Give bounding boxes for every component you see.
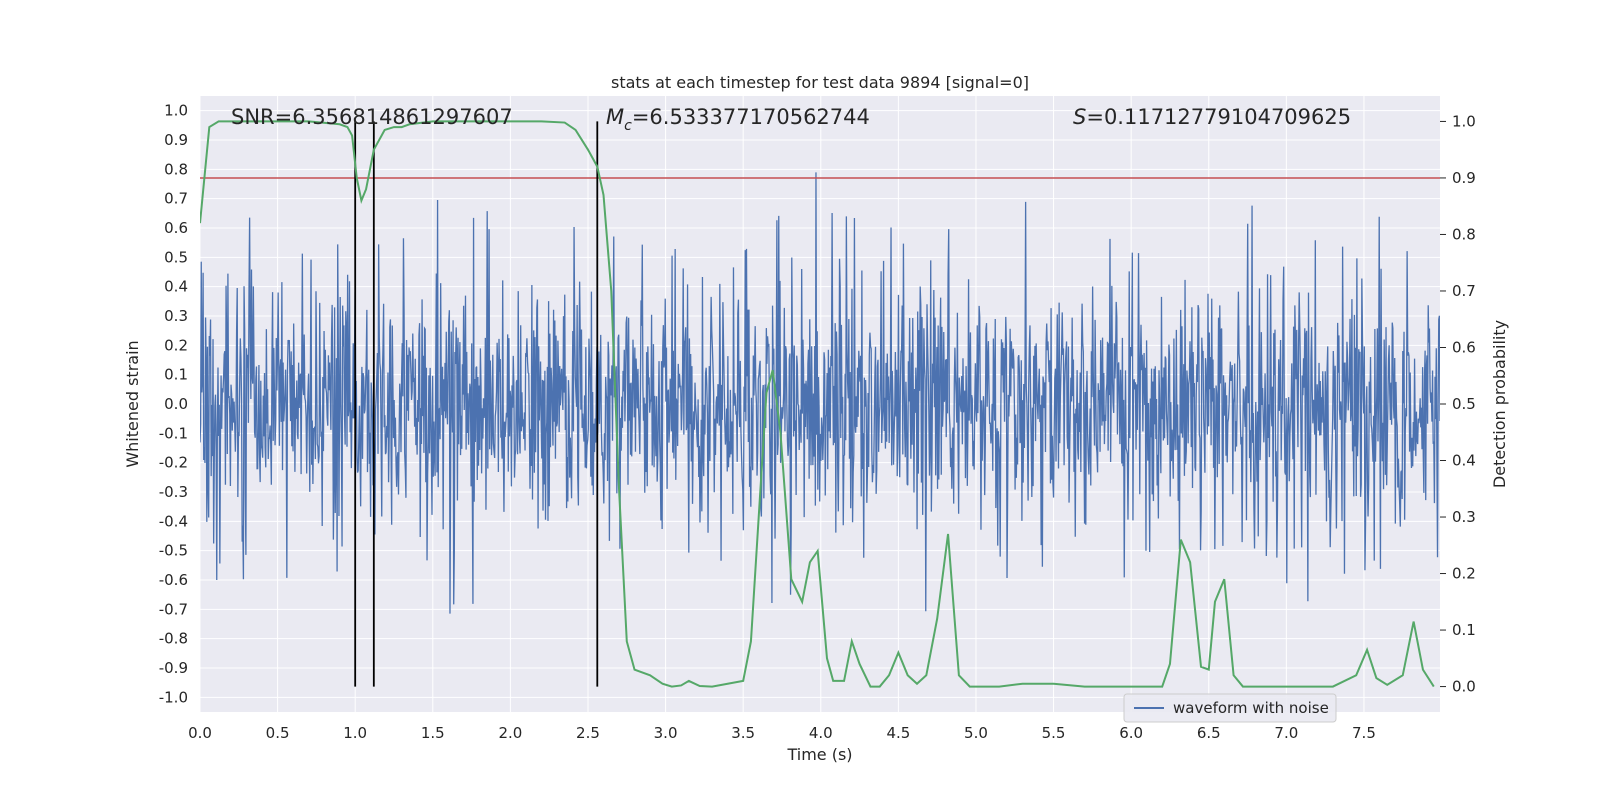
y-left-tick-label: -0.3 [159, 483, 188, 501]
waveform-line [200, 172, 1440, 614]
s-annotation: S=0.11712779104709625 [1073, 105, 1351, 129]
y-right-tick-label: 0.6 [1452, 338, 1476, 356]
vertical-markers [354, 121, 599, 687]
y-left-tick-label: -0.8 [159, 630, 188, 648]
waveform-series [200, 172, 1440, 614]
x-tick-label: 7.5 [1352, 724, 1376, 742]
x-tick-label: 4.0 [809, 724, 833, 742]
y-left-tick-label: 0.8 [164, 160, 188, 178]
y-left-tick-label: 0.4 [164, 278, 188, 296]
x-tick-label: 6.0 [1119, 724, 1143, 742]
chirp-mass-annotation: Mc=6.533377170562744 [606, 105, 870, 134]
y-left-tick-label: 0.1 [164, 366, 188, 384]
y-right-tick-label: 0.3 [1452, 508, 1476, 526]
y-left-tick-label: -1.0 [159, 688, 188, 706]
y-right-tick-label: 0.1 [1452, 621, 1476, 639]
y-right-tick-label: 0.9 [1452, 169, 1476, 187]
x-tick-label: 5.0 [964, 724, 988, 742]
y-left-tick-label: -0.7 [159, 600, 188, 618]
y-right-tick-label: 1.0 [1452, 112, 1476, 130]
y-right-tick-label: 0.5 [1452, 395, 1476, 413]
x-tick-label: 2.5 [576, 724, 600, 742]
y-left-axis-label: Whitened strain [123, 340, 142, 467]
x-tick-label: 2.0 [498, 724, 522, 742]
x-tick-label: 0.5 [266, 724, 290, 742]
detection-probability-line [200, 120, 1435, 688]
x-ticks: 0.0 0.5 1.0 1.5 2.0 2.5 3.0 3.5 4.0 4.5 5.0 5.5 6.0 6… [188, 724, 1376, 742]
y-right-axis-label: Detection probability [1490, 320, 1509, 488]
x-tick-label: 6.5 [1197, 724, 1221, 742]
x-tick-label: 3.0 [654, 724, 678, 742]
x-tick-label: 5.5 [1042, 724, 1066, 742]
y-left-tick-label: 0.2 [164, 336, 188, 354]
chart-title: stats at each timestep for test data 989… [611, 73, 1029, 92]
s-symbol: S [1073, 105, 1086, 129]
x-tick-label: 1.5 [421, 724, 445, 742]
y-left-tick-label: 0.3 [164, 307, 188, 325]
y-left-tick-label: -0.1 [159, 424, 188, 442]
legend-box [1123, 693, 1337, 723]
chirp-mass-subscript: c [624, 118, 632, 134]
x-tick-label: 3.5 [731, 724, 755, 742]
y-left-tick-label: 0.9 [164, 131, 188, 149]
x-tick-label: 1.0 [343, 724, 367, 742]
y-right-tick-label: 0.8 [1452, 225, 1476, 243]
s-value: =0.11712779104709625 [1086, 105, 1351, 129]
y-left-tick-label: 0.6 [164, 219, 188, 237]
legend-label: waveform with noise [1173, 699, 1329, 717]
y-right-ticks: 1.0 0.9 0.8 0.7 0.6 0.5 0.4 0.3 0.2 0.1 0.0 [1440, 112, 1476, 696]
snr-annotation: SNR=6.356814861297607 [231, 105, 513, 129]
y-left-tick-label: 0.0 [164, 395, 188, 413]
y-right-tick-label: 0.7 [1452, 282, 1476, 300]
y-right-tick-label: 0.4 [1452, 452, 1476, 470]
y-left-tick-label: -0.5 [159, 542, 188, 560]
y-right-tick-label: 0.2 [1452, 565, 1476, 583]
y-left-tick-label: -0.6 [159, 571, 188, 589]
chirp-mass-value: =6.533377170562744 [632, 105, 870, 129]
x-tick-label: 0.0 [188, 724, 212, 742]
y-right-tick-label: 0.0 [1452, 678, 1476, 696]
y-left-tick-label: 1.0 [164, 102, 188, 120]
y-left-tick-label: -0.4 [159, 512, 188, 530]
y-left-tick-label: 0.5 [164, 248, 188, 266]
x-tick-label: 4.5 [886, 724, 910, 742]
overlay [200, 120, 1440, 688]
legend: waveform with noise [1123, 693, 1337, 723]
x-axis-label: Time (s) [786, 745, 852, 764]
y-left-ticks: 1.0 0.9 0.8 0.7 0.6 0.5 0.4 0.3 0.2 0.1 0.0 -0.1 -0.… [159, 102, 188, 707]
x-tick-label: 7.0 [1274, 724, 1298, 742]
y-left-tick-label: -0.2 [159, 454, 188, 472]
y-left-tick-label: -0.9 [159, 659, 188, 677]
grid [199, 96, 1440, 712]
y-left-tick-label: 0.7 [164, 190, 188, 208]
chirp-mass-symbol: M [606, 105, 624, 129]
